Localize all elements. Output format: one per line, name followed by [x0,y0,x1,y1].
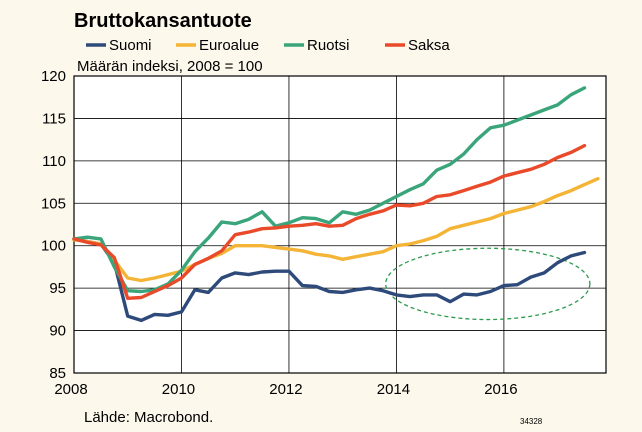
x-axis-tick-labels: 2008 2010 2012 2014 2016 [54,381,517,398]
x-tick-label: 2010 [162,381,195,398]
y-tick-label: 120 [41,68,66,85]
x-tick-label: 2016 [484,381,517,398]
y-tick-label: 110 [42,153,66,170]
x-tick-label: 2012 [269,381,302,398]
y-tick-label: 95 [49,280,66,297]
legend: Suomi Euroalue Ruotsi Saksa [86,37,450,54]
y-tick-label: 115 [42,110,66,127]
series-lines [72,86,600,323]
chart-title: Bruttokansantuote [74,10,252,32]
x-tick-label: 2008 [54,381,87,398]
source-note: Lähde: Macrobond. [84,409,213,426]
legend-label: Suomi [109,37,152,54]
chart-code: 34328 [520,417,543,426]
y-tick-label: 90 [49,323,66,340]
legend-label: Euroalue [199,37,259,54]
legend-label: Ruotsi [307,37,350,54]
dashed-ellipse-annotation [385,247,591,321]
y-tick-label: 85 [49,365,66,382]
y-tick-label: 105 [41,195,66,212]
series-line-saksa [72,143,587,300]
y-tick-label: 100 [41,238,66,255]
x-tick-label: 2014 [377,381,410,398]
series-line-euroalue [72,176,600,283]
y-axis-tick-labels: 85 90 95 100 105 110 115 120 [41,68,66,382]
series-line-suomi [72,237,587,323]
chart-subtitle: Määrän indeksi, 2008 = 100 [77,58,263,75]
legend-label: Saksa [408,37,450,54]
annotations [385,247,591,321]
